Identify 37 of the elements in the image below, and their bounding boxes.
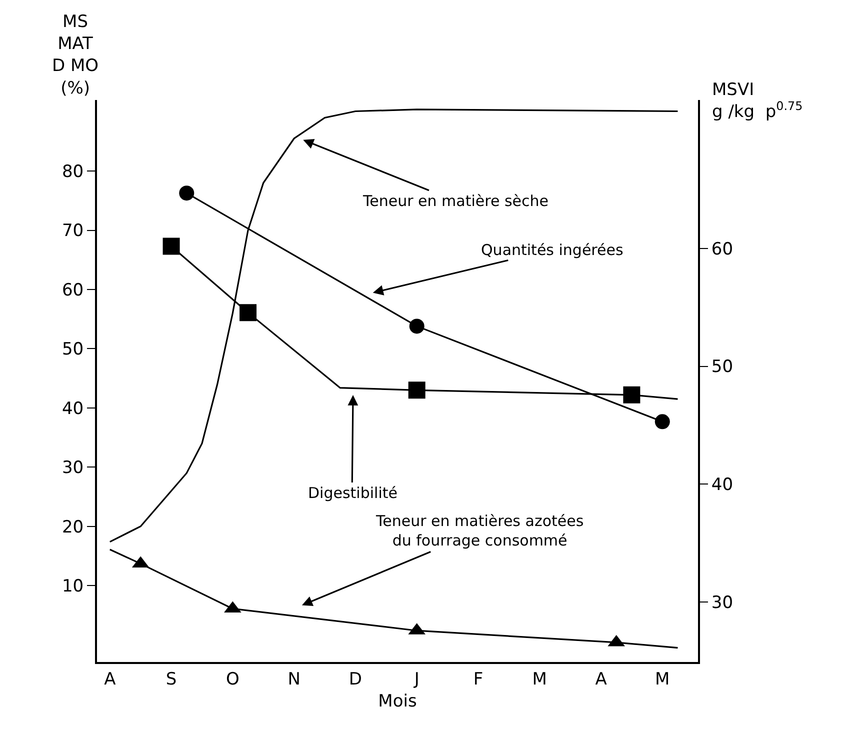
y-tick-label: 30: [62, 458, 84, 478]
x-axis-title: Mois: [378, 691, 417, 712]
x-tick-label: M: [655, 669, 670, 690]
y-tick-label: 10: [62, 576, 84, 597]
annotation: Quantités ingérées: [481, 241, 624, 259]
line-series: [109, 548, 679, 649]
point: [409, 318, 424, 334]
y-axis-title: MS MAT D MO (%): [52, 12, 99, 98]
point: [179, 186, 194, 201]
y2-tick-label: 40: [711, 475, 734, 496]
point: [240, 304, 257, 322]
y-tick-label: 60: [62, 280, 84, 300]
annotation: Digestibilité: [308, 484, 398, 502]
y2-axis-title: MSVI g /kg p$^{0.75}$: [712, 80, 803, 122]
point: [408, 382, 426, 399]
y-tick-label: 20: [62, 517, 84, 538]
x-tick-label: O: [226, 669, 240, 690]
y-tick-label: 70: [62, 221, 84, 242]
annotation: Teneur en matière sèche: [362, 192, 548, 210]
annotation: Teneur en matières azotées du fourrage consommé: [375, 512, 584, 550]
y-tick-label: 80: [62, 162, 84, 182]
y2-tick-label: 50: [711, 357, 734, 378]
x-tick-label: A: [104, 669, 116, 690]
x-tick-label: S: [166, 669, 177, 690]
point: [623, 386, 640, 404]
y2-tick-label: 30: [711, 592, 734, 613]
x-tick-label: A: [595, 669, 608, 690]
x-tick-label: J: [413, 669, 420, 690]
x-tick-label: D: [348, 669, 362, 690]
x-tick-label: F: [473, 669, 484, 690]
x-tick-label: M: [532, 669, 547, 690]
x-tick-label: N: [288, 669, 300, 690]
point: [654, 414, 670, 430]
y-tick-label: 40: [62, 398, 84, 419]
point: [162, 238, 180, 255]
y2-tick-label: 60: [711, 239, 734, 260]
y-tick-label: 50: [62, 340, 84, 360]
